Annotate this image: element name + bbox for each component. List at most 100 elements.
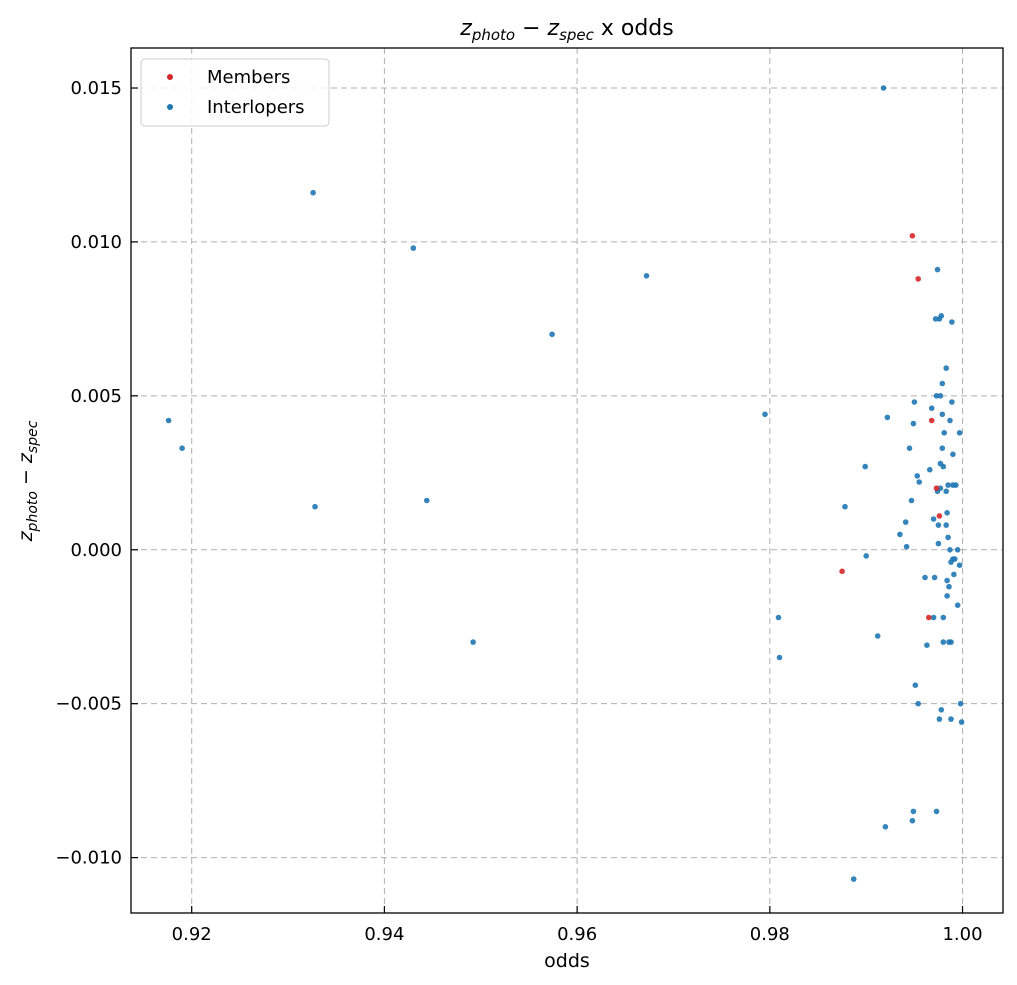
x-tick-label: 0.92 [172,924,212,945]
interloper-point [951,571,957,578]
y-axis-label: zphoto − zspec [15,420,41,542]
interloper-point [549,331,555,338]
interloper-point [954,602,961,608]
y-tick-label: 0.000 [70,540,122,561]
axis-ticks: 0.92 0.94 0.96 0.98 1.00 −0.010 −0.005 0.000 0.0… [55,78,982,945]
x-axis-label: odds [544,950,590,972]
legend-label-members: Members [207,67,290,88]
interloper-point [934,266,941,273]
member-point [909,233,916,239]
interloper-point [912,682,919,688]
interloper-point [938,707,945,713]
interloper-point [943,522,949,528]
interloper-point [863,553,869,559]
interloper-point [938,313,945,319]
interloper-point [940,639,947,645]
interloper-point [643,273,650,279]
interloper-point [949,319,955,325]
member-point [926,614,932,621]
interloper-point [924,642,930,648]
member-point [915,276,921,282]
interloper-point [939,445,946,452]
interloper-point [312,503,318,510]
interloper-point [944,593,950,599]
interloper-point [310,189,316,196]
legend-marker-interlopers [167,104,173,110]
interloper-point [880,85,887,91]
interloper-point [953,482,959,488]
x-tick-label: 0.98 [750,924,790,945]
interloper-point [957,700,964,707]
interloper-point [936,716,943,722]
interloper-point [937,485,944,492]
interloper-point [908,497,915,504]
interloper-point [937,393,944,399]
interloper-point [922,574,928,581]
interloper-point [939,380,946,387]
interloper-point [945,482,951,488]
interloper-point [943,488,949,495]
interloper-point [909,817,916,824]
interloper-point [954,547,961,553]
interloper-point [940,463,947,470]
y-tick-label: 0.015 [70,78,122,99]
interloper-point [874,633,881,639]
chart-title: zphoto − zspec x odds [459,16,673,44]
interloper-point [775,614,782,621]
interloper-point [948,639,954,645]
interloper-point [958,719,965,725]
interloper-point [930,516,937,522]
interloper-point [862,463,868,470]
interloper-point [956,562,963,568]
interloper-point [943,365,949,371]
interloper-point [762,411,768,418]
interloper-point [952,556,958,562]
interloper-point [950,451,956,458]
member-point [839,568,845,575]
interloper-point [945,534,951,541]
legend-box [140,58,330,127]
interloper-point [930,614,937,621]
interloper-point [470,639,476,645]
interloper-point [916,479,922,485]
interloper-point [933,808,940,815]
interloper-point [882,824,889,830]
interloper-point [842,503,848,510]
member-point [928,417,935,424]
member-point [936,513,943,519]
x-tick-label: 0.94 [364,924,404,945]
data-points [165,85,965,882]
interloper-point [914,473,920,479]
legend-label-interlopers: Interlopers [207,97,305,118]
y-tick-label: −0.005 [55,694,122,715]
interloper-point [947,417,953,424]
y-tick-label: 0.010 [70,232,122,253]
interloper-point [897,531,903,538]
interloper-point [947,547,953,553]
interloper-point [776,654,783,661]
interloper-point [906,445,913,452]
interloper-point [179,445,185,452]
interloper-point [935,540,942,547]
interloper-point [902,519,909,525]
legend-marker-members [167,74,173,80]
interloper-point [956,430,963,436]
interloper-point [928,405,935,412]
interloper-point [410,245,417,251]
interloper-point [940,614,947,621]
interloper-point [944,577,950,584]
plot-frame [130,47,1004,914]
y-tick-label: 0.005 [70,386,122,407]
interloper-point [910,808,917,815]
interloper-point [850,876,857,882]
interloper-point [910,420,917,427]
x-tick-label: 0.96 [557,924,597,945]
member-point [933,485,940,492]
grid [131,48,1003,913]
interloper-point [941,430,947,436]
interloper-point [946,583,952,590]
interloper-point [931,574,938,581]
interloper-point [915,700,921,707]
interloper-point [939,411,946,418]
